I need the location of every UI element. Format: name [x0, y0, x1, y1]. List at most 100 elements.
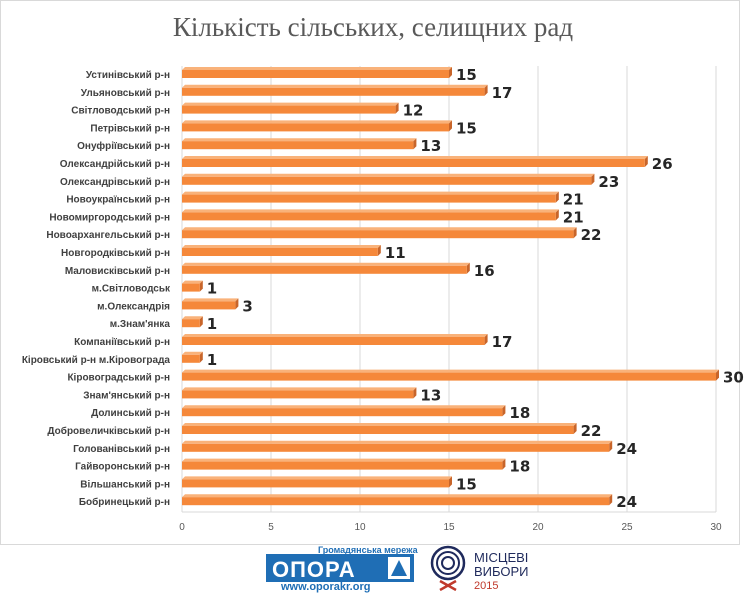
bar-top [182, 351, 203, 355]
bar-top [182, 298, 239, 302]
bar-side [609, 440, 613, 452]
data-label: 12 [403, 102, 424, 120]
opora-logo: ОПОРА [266, 554, 414, 582]
bar-side [413, 387, 417, 399]
bar-top [182, 209, 559, 213]
data-label: 24 [616, 493, 637, 511]
bar-top [182, 120, 452, 124]
x-tick-label: 15 [443, 522, 455, 533]
data-label: 26 [652, 155, 673, 173]
bar-side [644, 156, 648, 167]
category-label: Добровеличківський р-н [47, 425, 170, 437]
data-label: 17 [492, 84, 513, 102]
category-label: Бобринецький р-н [79, 496, 170, 508]
data-label: 18 [509, 458, 530, 476]
bar [182, 248, 378, 256]
bar-top [182, 67, 452, 70]
x-tick-label: 20 [532, 522, 544, 533]
x-tick-label: 10 [354, 522, 366, 533]
data-label: 22 [581, 226, 602, 244]
bar-side [573, 227, 577, 239]
category-label: Світловодський р-н [71, 106, 170, 117]
bar-top [182, 227, 577, 231]
bar [182, 337, 485, 345]
bar-top [182, 494, 613, 498]
category-label: Кіровський р-н м.Кіровограда [22, 355, 171, 366]
bar [182, 319, 200, 328]
category-label: Петрівський р-н [90, 123, 170, 134]
bar-top [182, 476, 452, 480]
category-label: Устинівський р-н [86, 70, 170, 81]
category-label: Олександрійський р-н [60, 159, 170, 170]
bar-side [573, 423, 577, 434]
bar-side [466, 262, 470, 274]
bar-side [449, 120, 452, 132]
opora-name: ОПОРА [272, 557, 356, 582]
bar [182, 176, 592, 185]
data-label: 23 [598, 173, 619, 191]
category-label: Новоархангельський р-н [46, 230, 170, 241]
bar [182, 283, 200, 292]
data-label: 11 [385, 244, 406, 262]
x-tick-label: 25 [621, 522, 633, 533]
bar-top [182, 173, 595, 177]
category-label: Голованівський р-н [73, 444, 170, 455]
elections-line1: МІСЦЕВІ [474, 550, 529, 565]
bar [182, 461, 503, 470]
category-label: Новоукраїнський р-н [66, 195, 170, 206]
bar-side [484, 334, 488, 345]
data-label: 15 [456, 119, 477, 137]
bar-side [199, 280, 203, 292]
bar-side [449, 476, 452, 488]
category-label: Маловисківський р-н [65, 266, 170, 277]
opora-triangle-icon [388, 557, 410, 579]
bar-side [502, 405, 506, 417]
bar [182, 426, 574, 434]
bar-top [182, 387, 417, 391]
bar [182, 479, 449, 488]
bar [182, 87, 485, 96]
bar-side [199, 351, 203, 363]
category-label: Гайворонський р-н [75, 462, 170, 473]
bar [182, 265, 467, 274]
bar-top [182, 102, 399, 106]
bar-side [395, 102, 399, 114]
bar-top [182, 84, 488, 88]
category-label: Кіровоградський р-н [67, 373, 170, 384]
bar-chart: 0 5 10 15 20 25 30 Устинівський р-н 15 Ульяновськ… [22, 66, 744, 533]
bar-top [182, 191, 559, 195]
data-label: 24 [616, 440, 637, 458]
bar-side [449, 67, 452, 78]
elections-logo-icon [430, 545, 466, 591]
category-label: Новгородківський р-н [61, 248, 170, 259]
bar [182, 443, 610, 452]
x-tick-label: 5 [268, 522, 274, 533]
bar [182, 390, 414, 399]
bar-side [377, 245, 381, 256]
bar-top [182, 280, 203, 284]
bar-top [182, 156, 648, 159]
data-label: 1 [207, 280, 217, 298]
footer: Громадянська мережа ОПОРА www.oporakr.or… [0, 545, 746, 593]
data-label: 13 [420, 137, 441, 155]
bar-side [591, 173, 595, 185]
data-label: 22 [581, 422, 602, 440]
data-label: 17 [492, 333, 513, 351]
category-label: Онуфріївський р-н [77, 140, 170, 152]
bar [182, 70, 449, 78]
bar [182, 159, 645, 167]
data-label: 21 [563, 208, 584, 226]
category-label: м.Світловодськ [92, 284, 171, 295]
category-label: Олександрівський р-н [60, 177, 170, 188]
bar [182, 372, 716, 381]
bar-top [182, 440, 613, 444]
bar-top [182, 245, 381, 248]
data-label: 13 [420, 386, 441, 404]
elections-year: 2015 [474, 580, 499, 592]
opora-tagline: Громадянська мережа [318, 545, 418, 555]
data-label: 3 [242, 297, 252, 315]
bar-side [609, 494, 613, 506]
bar [182, 230, 574, 239]
opora-url: www.oporakr.org [281, 581, 371, 593]
category-label: Компаніївський р-н [74, 337, 170, 348]
